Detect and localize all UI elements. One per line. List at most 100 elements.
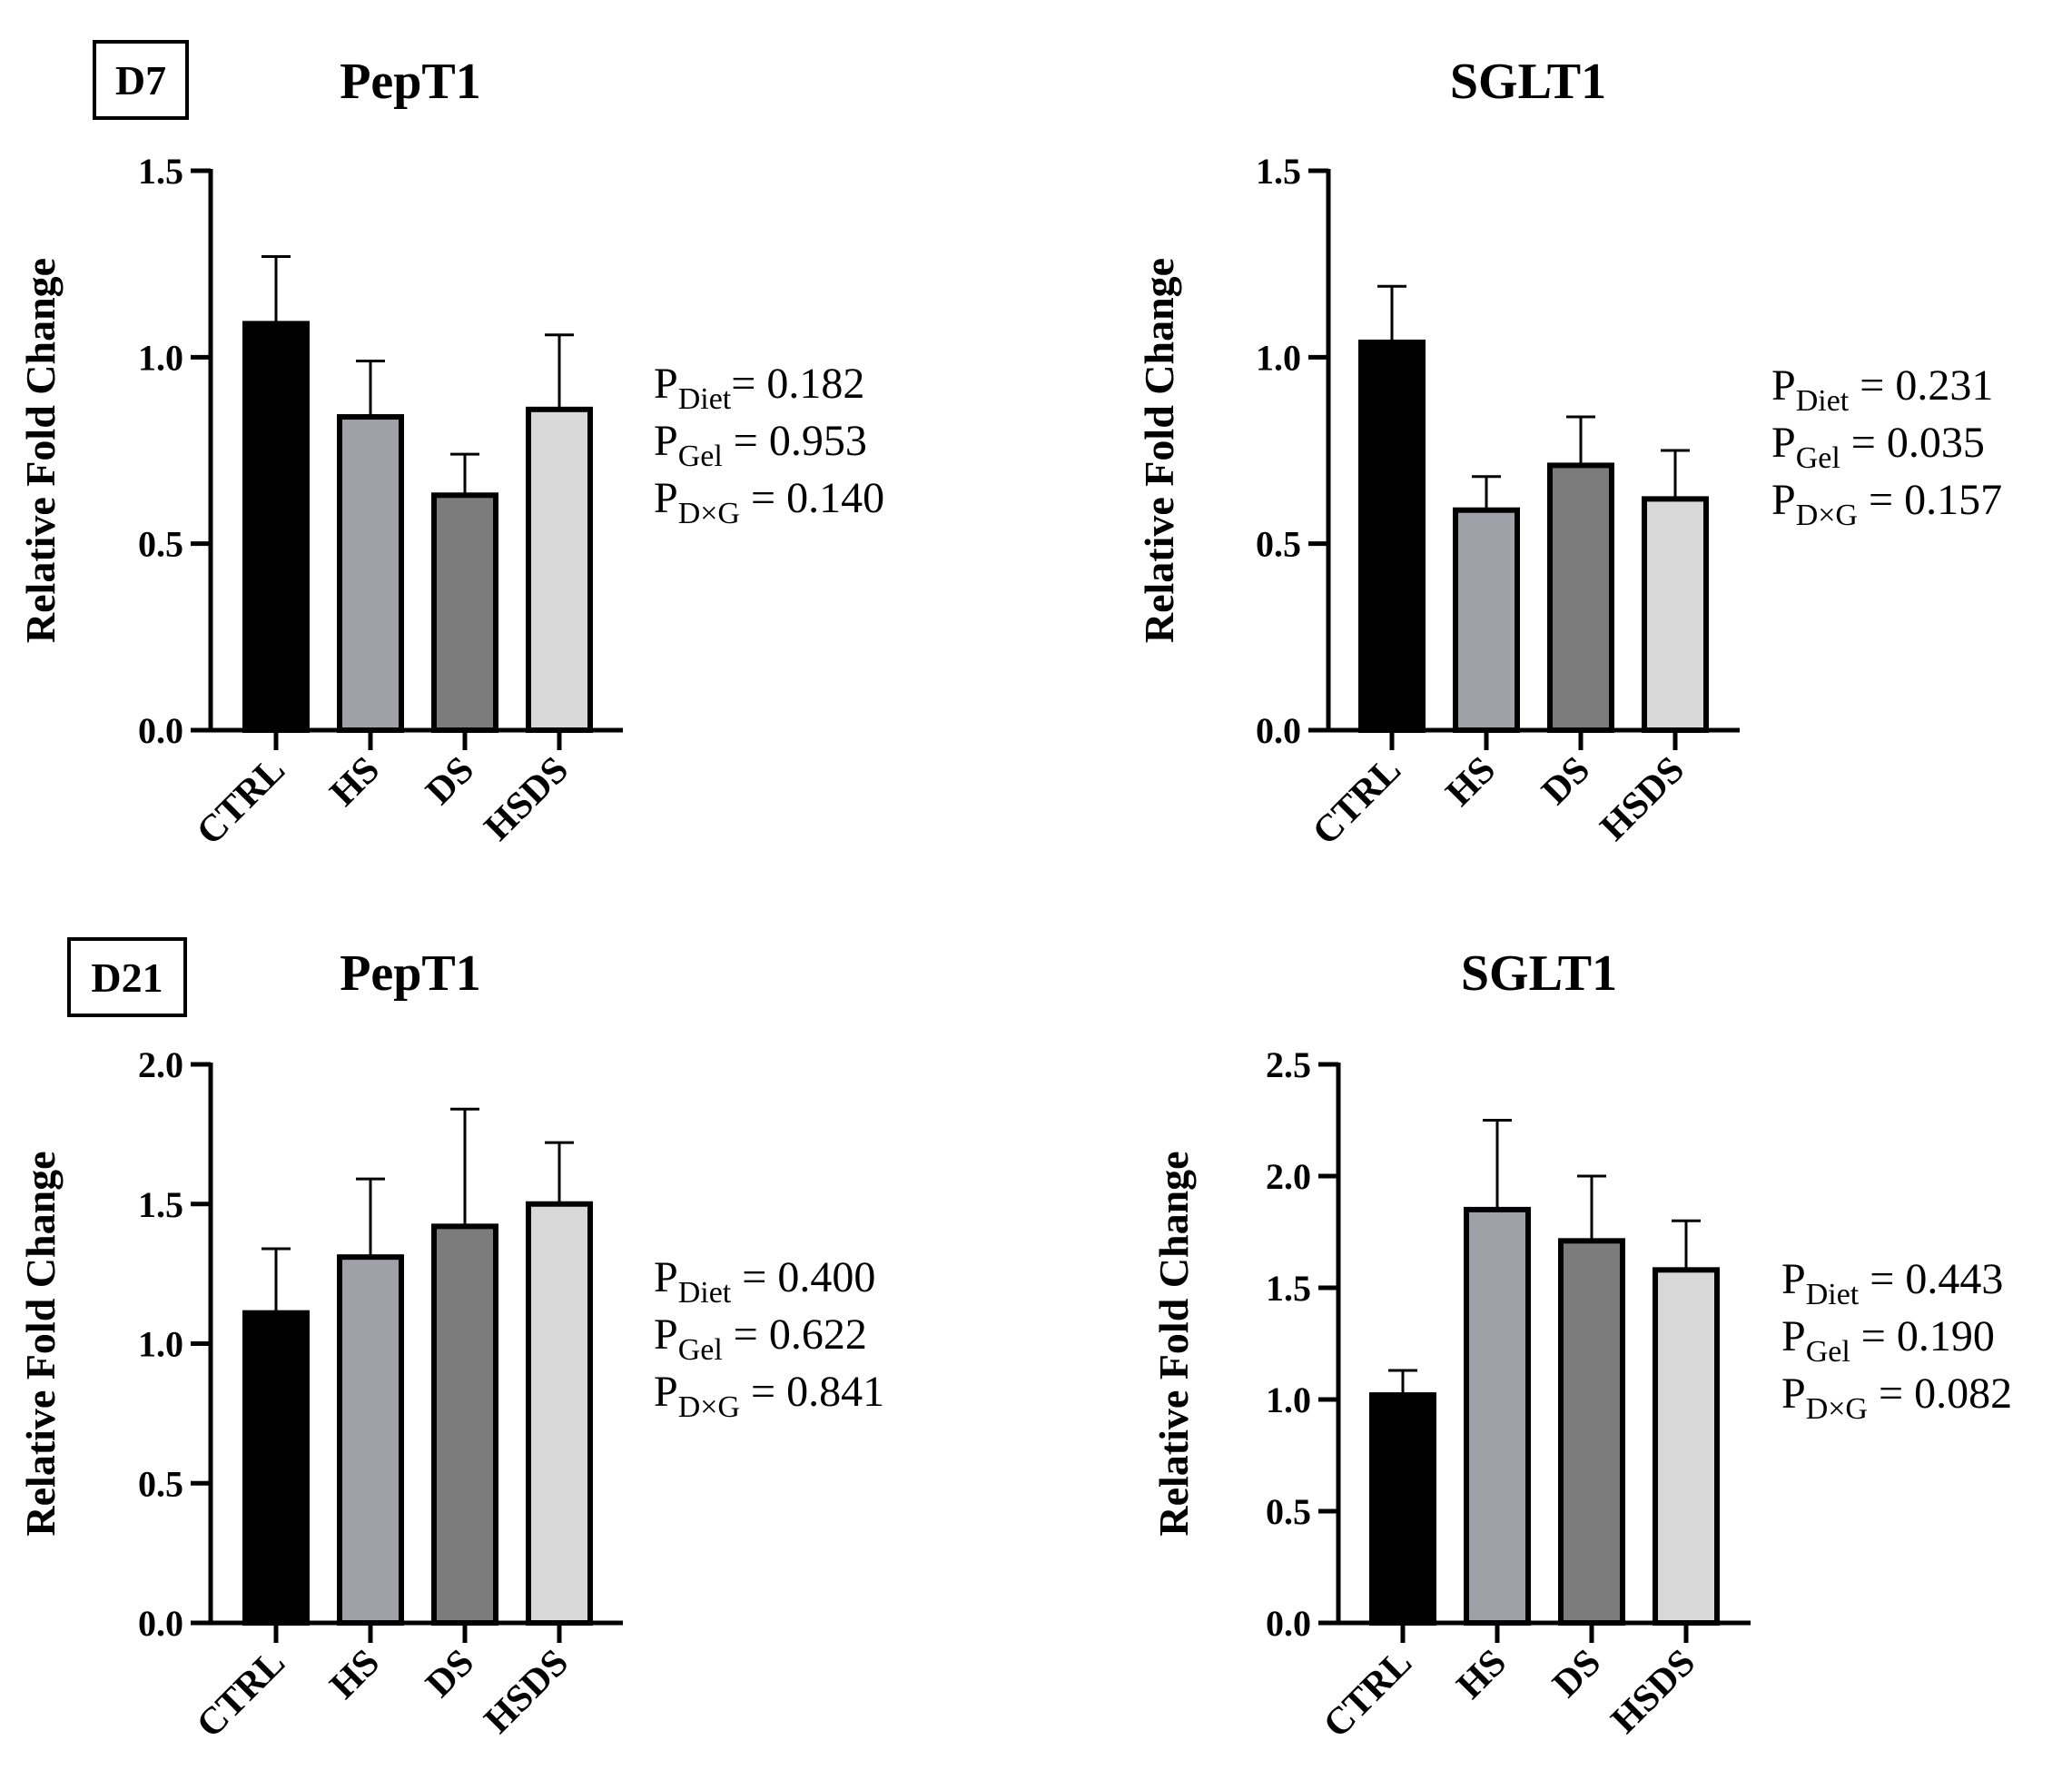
stat-value: = 0.400: [731, 1253, 875, 1301]
stat-value: = 0.190: [1850, 1312, 1995, 1360]
y-axis-label: Relative Fold Change: [17, 258, 64, 643]
stat-subscript: Diet: [1796, 384, 1850, 418]
y-tick-label: 0.5: [138, 1463, 183, 1504]
stat-p-3: PD×G = 0.841: [654, 1368, 884, 1424]
bar-hs: [1453, 507, 1520, 733]
bar-hsds: [526, 1201, 593, 1626]
chart-panel-3: D21 PepT1 Relative Fold Change 0.0 0.5 1.0 1.5…: [17, 937, 884, 1746]
y-tick-label: 0.5: [138, 524, 183, 565]
y-tick-label: 1.0: [138, 1324, 183, 1365]
y-axis-label: Relative Fold Change: [17, 1151, 64, 1536]
y-tick-label: 0.0: [138, 1603, 183, 1644]
y-tick-label: 0.0: [1256, 710, 1301, 751]
bar-ds: [1558, 1238, 1625, 1626]
y-tick-label: 0.0: [1266, 1603, 1311, 1644]
chart-panel-2: SGLT1 Relative Fold Change 0.0 0.5 1.0 1.5 CTR…: [1136, 54, 2002, 854]
stat-subscript: D×G: [678, 1390, 740, 1424]
x-tick-label: HS: [1449, 1642, 1515, 1707]
chart-panel-1: D7 PepT1 Relative Fold Change 0.0 0.5 1.0 1.5 C…: [17, 40, 884, 854]
stat-p-symbol: P: [654, 360, 678, 408]
stat-p-symbol: P: [1781, 1370, 1806, 1418]
stat-p-symbol: P: [654, 1368, 678, 1416]
stat-p-symbol: P: [654, 1253, 678, 1301]
stat-value: = 0.157: [1858, 476, 2002, 524]
bar-ctrl: [242, 321, 310, 733]
bar-hs: [337, 414, 404, 733]
bar-ds: [1547, 462, 1614, 734]
stat-value: = 0.140: [740, 474, 884, 522]
y-tick-label: 0.0: [138, 710, 183, 751]
stat-subscript: Diet: [678, 382, 732, 416]
stat-p-symbol: P: [1771, 361, 1796, 410]
x-tick-label: HSDS: [1603, 1642, 1703, 1742]
x-tick-label: CTRL: [1316, 1642, 1420, 1746]
stat-p-1: PDiet = 0.443: [1781, 1255, 2003, 1311]
stat-p-3: PD×G = 0.082: [1781, 1370, 2012, 1426]
stat-p-symbol: P: [1771, 419, 1796, 467]
chart-panel-4: SGLT1 Relative Fold Change 0.0 0.5 1.0 1.5 2.0…: [1150, 945, 2012, 1746]
bar-ds: [431, 1223, 498, 1626]
stat-value: = 0.182: [731, 360, 864, 408]
stat-p-1: PDiet = 0.231: [1771, 361, 1993, 418]
day-label: D21: [91, 954, 163, 1001]
stat-value: = 0.841: [740, 1368, 884, 1416]
y-tick-label: 0.5: [1266, 1491, 1311, 1532]
x-tick-label: DS: [419, 1642, 483, 1706]
y-tick-label: 1.5: [1266, 1268, 1311, 1309]
bar-ctrl: [1358, 339, 1426, 733]
stat-p-1: PDiet = 0.400: [654, 1253, 875, 1310]
y-tick-label: 0.5: [1256, 524, 1301, 565]
y-tick-label: 2.5: [1266, 1044, 1311, 1085]
stat-p-2: PGel = 0.953: [654, 417, 867, 473]
x-tick-label: HS: [322, 749, 388, 815]
y-tick-label: 1.5: [1256, 151, 1301, 192]
x-tick-label: HSDS: [1593, 749, 1692, 849]
day-label: D7: [115, 57, 166, 104]
bar-ds: [431, 492, 498, 734]
stat-p-symbol: P: [1771, 476, 1796, 524]
stat-value: = 0.082: [1868, 1370, 2012, 1418]
stat-p-2: PGel = 0.190: [1781, 1312, 1995, 1369]
stat-subscript: D×G: [678, 497, 740, 530]
bar-hs: [1464, 1206, 1531, 1627]
stat-subscript: Diet: [678, 1276, 732, 1310]
stat-subscript: Gel: [678, 1333, 723, 1367]
stat-value: = 0.622: [723, 1310, 867, 1359]
day-label-box: [67, 937, 187, 1017]
y-tick-label: 1.0: [1266, 1380, 1311, 1420]
y-axis-label: Relative Fold Change: [1136, 258, 1182, 643]
x-tick-label: HSDS: [477, 1642, 577, 1742]
y-axis-label: Relative Fold Change: [1150, 1151, 1197, 1536]
stat-p-symbol: P: [654, 474, 678, 522]
bar-hsds: [1653, 1267, 1720, 1626]
stat-p-2: PGel = 0.622: [654, 1310, 867, 1367]
y-tick-label: 2.0: [1266, 1156, 1311, 1197]
x-tick-label: HS: [322, 1642, 388, 1707]
x-tick-label: DS: [419, 749, 483, 814]
y-tick-label: 1.0: [1256, 337, 1301, 378]
stat-p-symbol: P: [1781, 1312, 1806, 1360]
bar-hs: [337, 1254, 404, 1627]
chart-title: SGLT1: [1461, 945, 1617, 1002]
x-tick-label: CTRL: [189, 749, 293, 854]
stat-p-symbol: P: [1781, 1255, 1806, 1303]
x-tick-label: HS: [1438, 749, 1504, 815]
stat-value: = 0.231: [1849, 361, 1993, 410]
chart-title: PepT1: [340, 54, 481, 110]
x-tick-label: DS: [1545, 1642, 1610, 1706]
stat-subscript: Gel: [1796, 441, 1840, 475]
stat-p-symbol: P: [654, 1310, 678, 1359]
stat-subscript: Gel: [678, 440, 723, 473]
x-tick-label: DS: [1534, 749, 1599, 814]
bar-ctrl: [1369, 1392, 1436, 1626]
x-tick-label: CTRL: [1305, 749, 1409, 854]
stat-value: = 0.035: [1840, 419, 1985, 467]
stat-p-1: PDiet= 0.182: [654, 360, 864, 416]
y-tick-label: 2.0: [138, 1044, 183, 1085]
y-tick-label: 1.5: [138, 1184, 183, 1225]
stat-subscript: D×G: [1796, 499, 1858, 532]
bar-ctrl: [242, 1310, 310, 1627]
stat-subscript: D×G: [1806, 1392, 1868, 1426]
stat-p-2: PGel = 0.035: [1771, 419, 1985, 475]
stat-p-symbol: P: [654, 417, 678, 465]
